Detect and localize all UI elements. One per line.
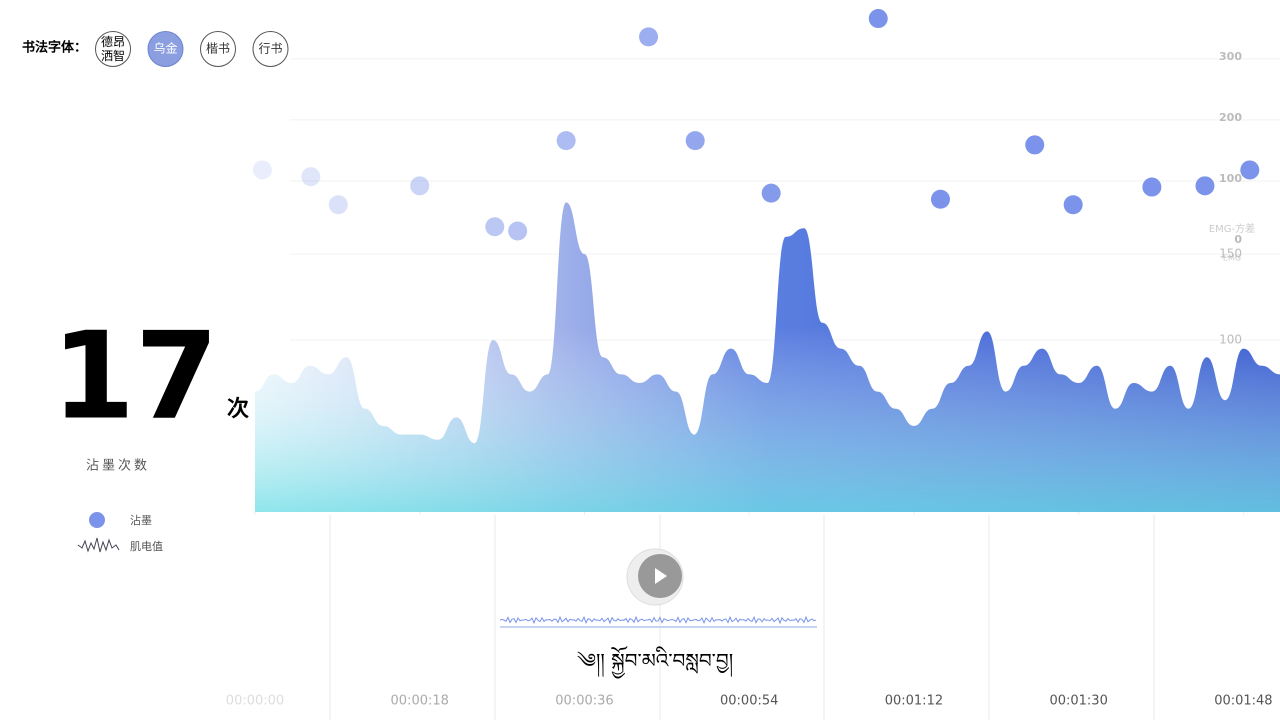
legend-wave xyxy=(77,537,120,553)
y-tick-label: 300 xyxy=(1219,50,1242,63)
count-unit: 次 xyxy=(227,396,249,422)
play-icon[interactable] xyxy=(655,568,667,584)
dip-dot xyxy=(639,27,659,47)
dip-dot xyxy=(1063,195,1083,215)
y-tick-label: 0 xyxy=(1234,233,1242,246)
x-tick-label: 00:01:48 xyxy=(1214,694,1272,709)
dip-dot xyxy=(868,9,888,29)
font-option[interactable] xyxy=(147,31,184,67)
legend-label: 肌电值 xyxy=(130,540,163,553)
x-tick-label: 00:00:18 xyxy=(391,694,449,709)
x-tick-label: 00:00:00 xyxy=(226,694,284,709)
y-tick-label: 100 xyxy=(1219,172,1242,185)
y-axis-label: EMG-方差 xyxy=(1209,222,1255,235)
x-tick-label: 00:00:36 xyxy=(555,694,613,709)
plot: 0 100 200 300 EMG-方差 EMG 100 150 00:00:00 00:00:1… xyxy=(226,9,1280,709)
y2-axis-label: EMG xyxy=(1223,254,1241,263)
dip-dot xyxy=(252,160,272,180)
legend-dot xyxy=(89,512,105,528)
dip-dot xyxy=(685,131,705,151)
x-tick-label: 00:01:12 xyxy=(885,694,943,709)
font-option-label[interactable]: 乌金 xyxy=(153,41,177,56)
dip-dot xyxy=(761,183,781,203)
dip-dot xyxy=(508,221,528,241)
font-options: 德昂洒智 乌金 楷书 行书 xyxy=(95,31,289,67)
dip-dot xyxy=(1240,160,1260,180)
dip-dot xyxy=(485,217,505,237)
dip-dot xyxy=(328,195,348,215)
dip-dot xyxy=(556,131,576,151)
dip-dot xyxy=(1195,176,1215,196)
dip-dot xyxy=(410,176,430,196)
dip-dot xyxy=(1025,135,1045,155)
font-label: 书法字体： xyxy=(22,40,87,56)
dip-dot xyxy=(301,167,321,187)
legend-label: 沾墨 xyxy=(130,513,152,527)
emg-area-shade xyxy=(255,202,1280,512)
count: 17 xyxy=(52,308,219,447)
font-option[interactable] xyxy=(200,31,236,67)
dip-dot xyxy=(1142,177,1162,197)
font-option[interactable] xyxy=(252,31,289,67)
y2-tick-label: 150 xyxy=(1219,247,1242,261)
font-option-label[interactable]: 行书 xyxy=(258,42,282,56)
play-button[interactable] xyxy=(626,548,684,606)
dip-dot xyxy=(930,189,950,209)
caption: ༄།། སྐྱོབ་མའི་བསླབ་བྱ། xyxy=(577,646,733,679)
font-option[interactable] xyxy=(95,31,131,67)
x-tick-label: 00:00:54 xyxy=(720,694,778,709)
waveform xyxy=(499,615,817,625)
x-tick-label: 00:01:30 xyxy=(1049,694,1107,709)
separators xyxy=(329,515,1155,720)
y2-tick-label: 100 xyxy=(1219,333,1242,347)
count-label: 沾墨次数 xyxy=(86,458,150,474)
font-option-label[interactable]: 德昂洒智 xyxy=(101,34,125,63)
y-tick-label: 200 xyxy=(1219,111,1242,124)
font-option-label[interactable]: 楷书 xyxy=(206,41,230,56)
